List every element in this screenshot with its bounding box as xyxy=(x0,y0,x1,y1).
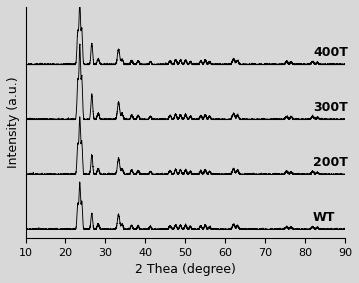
Y-axis label: Intensity (a.u.): Intensity (a.u.) xyxy=(7,76,20,168)
Text: 400T: 400T xyxy=(313,46,348,59)
Text: 300T: 300T xyxy=(313,101,348,114)
X-axis label: 2 Thea (degree): 2 Thea (degree) xyxy=(135,263,236,276)
Text: WT: WT xyxy=(313,211,335,224)
Text: 200T: 200T xyxy=(313,156,348,169)
